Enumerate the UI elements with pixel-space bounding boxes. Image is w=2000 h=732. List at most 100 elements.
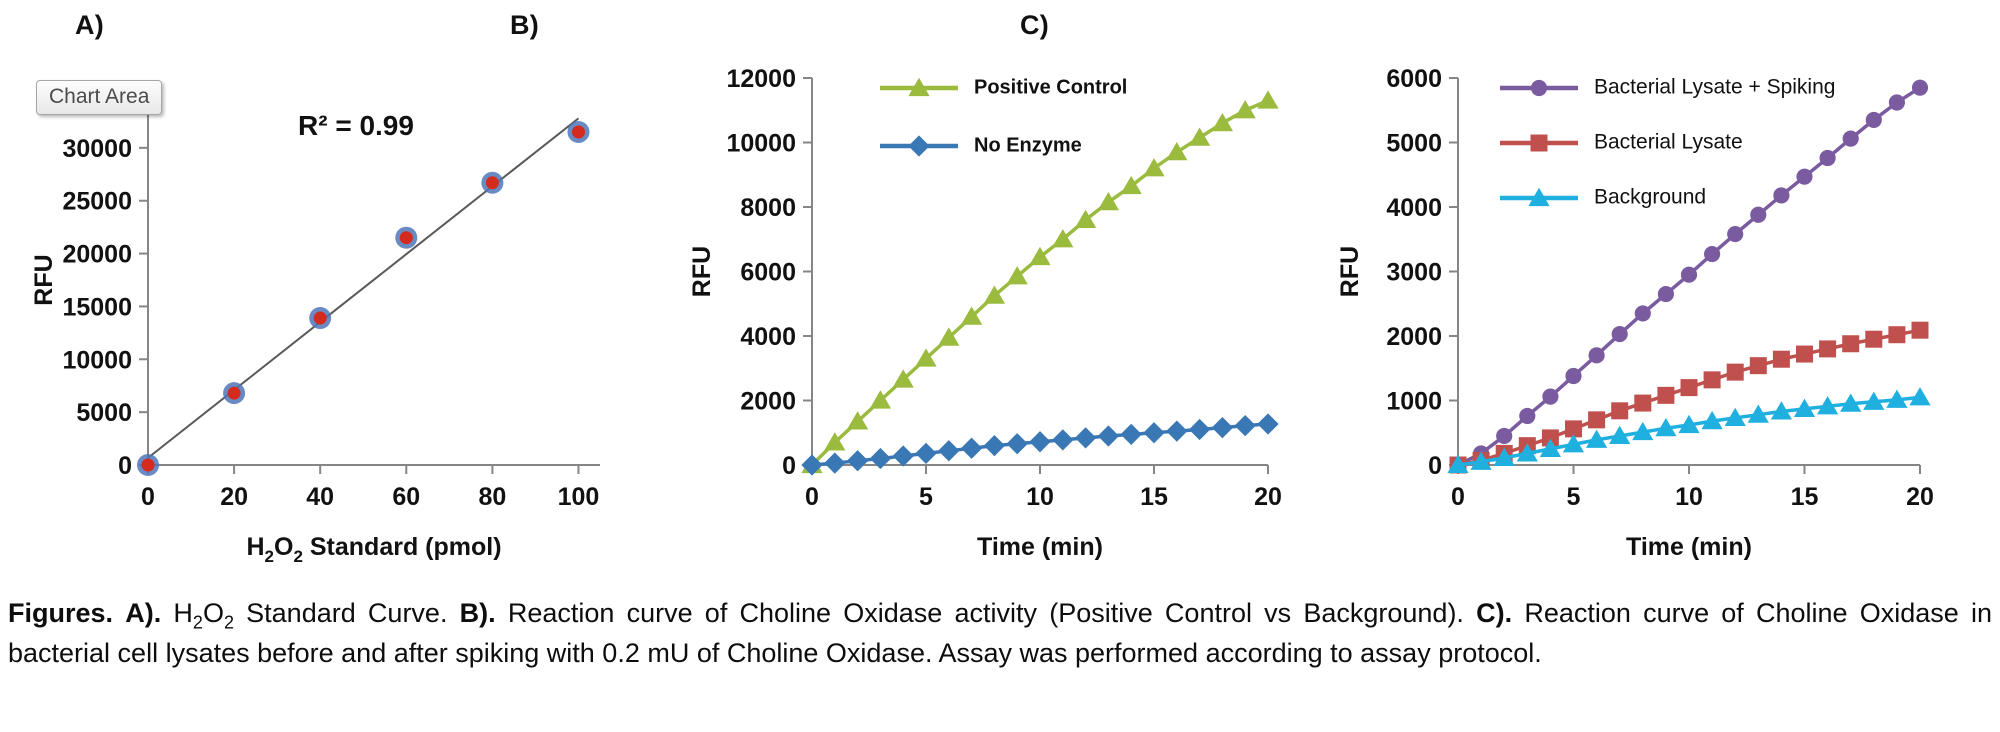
data-point-marker <box>1585 429 1608 448</box>
x-tick-label: 80 <box>478 483 506 511</box>
y-tick-label: 2000 <box>740 388 796 416</box>
data-point-marker <box>846 411 869 430</box>
x-axis-title: Time (min) <box>1626 533 1752 561</box>
data-point-marker <box>1819 149 1836 167</box>
panel-b-label: B) <box>510 10 539 40</box>
x-tick-label: 0 <box>805 483 819 511</box>
data-point-marker <box>1588 411 1606 429</box>
y-tick-label: 25000 <box>62 188 132 216</box>
x-tick-label: 0 <box>1451 483 1465 511</box>
data-point-marker <box>1097 191 1120 211</box>
data-point-marker <box>1888 326 1906 344</box>
data-point-marker <box>1234 100 1256 119</box>
data-point-marker <box>908 77 930 97</box>
y-axis-title: RFU <box>30 254 58 305</box>
data-point-marker <box>1493 447 1515 466</box>
y-tick-label: 30000 <box>62 135 132 163</box>
data-point-marker <box>1006 433 1028 455</box>
caption-c-text: Reaction curve of Choline Oxidase in bac… <box>8 598 1992 669</box>
data-point-marker <box>1750 206 1767 223</box>
panel-a-plot: 0500010000150002000025000300003500002040… <box>30 82 600 566</box>
legend-label: Positive Control <box>974 76 1127 98</box>
chart-panel-b: B) 0 2000 4000 6000 8000 10000 12000 0 5 10 15 20 RF… <box>510 0 1300 590</box>
data-point-marker <box>1657 386 1675 404</box>
x-tick-label: 5 <box>1567 483 1581 511</box>
data-point-marker <box>1726 363 1744 381</box>
x-axis-title: Time (min) <box>977 533 1103 561</box>
y-tick-label: 5000 <box>1386 130 1442 158</box>
data-point-marker <box>1120 175 1142 195</box>
caption-a-tag: A). <box>125 598 162 628</box>
y-axis-title: RFU <box>1336 246 1364 297</box>
caption-b-text: Reaction curve of Choline Oxidase activi… <box>495 598 1477 628</box>
data-point-marker <box>1188 127 1211 146</box>
panel-b-plot: 0 2000 4000 6000 8000 10000 12000 0 5 10 15 20 RFU Ti… <box>688 65 1282 561</box>
y-tick-label: 2000 <box>1386 323 1442 351</box>
x-tick-label: 15 <box>1140 483 1168 511</box>
data-point-marker <box>1886 389 1908 408</box>
data-point-marker <box>1634 394 1652 412</box>
y-tick-label: 3000 <box>1386 259 1442 287</box>
data-point-marker <box>1819 340 1837 358</box>
data-point-marker <box>1911 79 1929 96</box>
data-point-marker <box>1188 418 1211 441</box>
data-point-marker <box>1074 427 1097 449</box>
data-point-marker <box>1097 425 1120 447</box>
data-point-marker <box>1562 434 1585 453</box>
x-tick-label: 100 <box>558 483 600 511</box>
plot-group: 0 1000 2000 3000 4000 5000 6000 0 5 10 15 20 RFU Time… <box>1336 65 1934 561</box>
y-tick-label: 10000 <box>726 130 796 158</box>
data-point-marker <box>1447 454 1469 474</box>
x-tick-label: 40 <box>306 483 334 511</box>
data-point-marker <box>1704 246 1721 263</box>
data-point-marker <box>1840 393 1862 412</box>
y-tick-label: 1000 <box>1386 388 1442 416</box>
caption-a-text: H2O2 Standard Curve. <box>161 598 460 633</box>
y-tick-label: 12000 <box>726 65 796 93</box>
data-point-marker <box>846 450 869 472</box>
y-tick-label: 4000 <box>740 323 796 351</box>
data-point-marker <box>1865 330 1883 348</box>
data-point-marker <box>1611 402 1629 420</box>
y-tick-label: 20000 <box>62 241 132 269</box>
data-point-marker <box>1166 420 1188 442</box>
data-point-marker <box>1029 246 1051 266</box>
data-point-marker <box>1565 367 1582 385</box>
data-point-marker <box>1911 321 1929 339</box>
data-point-marker <box>1541 429 1559 447</box>
data-point-marker <box>313 311 327 325</box>
x-tick-label: 20 <box>220 483 248 511</box>
data-point-marker <box>1528 187 1550 207</box>
data-point-marker <box>1770 401 1793 420</box>
data-point-marker <box>915 348 937 367</box>
y-tick-label: 0 <box>1428 452 1442 480</box>
data-point-marker <box>1211 112 1234 132</box>
caption-lead: Figures. <box>8 598 114 628</box>
data-point-marker <box>485 176 499 190</box>
legend-label: Background <box>1594 186 1706 209</box>
data-point-marker <box>1842 130 1859 147</box>
y-tick-label: 8000 <box>740 194 796 222</box>
data-point-marker <box>1257 413 1279 435</box>
data-point-marker <box>1519 407 1536 425</box>
x-tick-label: 15 <box>1791 483 1819 511</box>
x-tick-label: 10 <box>1675 483 1703 511</box>
chart-panel-c: C) 0 1000 2000 3000 4000 5000 6000 0 5 10 15 20 RFU T… <box>1020 0 2000 590</box>
data-point-marker <box>960 306 983 325</box>
data-point-marker <box>1542 388 1559 405</box>
data-point-marker <box>141 458 155 472</box>
y-tick-label: 6000 <box>1386 65 1442 93</box>
y-tick-label: 0 <box>782 452 796 480</box>
legend-item: No Enzyme <box>880 134 1082 157</box>
data-point-marker <box>1724 407 1746 426</box>
data-point-marker <box>1747 404 1769 423</box>
data-point-marker <box>1703 371 1721 389</box>
data-point-marker <box>1865 111 1882 128</box>
r-squared-annotation: R² = 0.99 <box>298 110 414 141</box>
data-point-marker <box>1166 141 1188 161</box>
x-tick-label: 0 <box>141 483 155 511</box>
data-point-marker <box>1052 429 1074 451</box>
data-point-marker <box>1074 209 1097 228</box>
x-tick-label: 5 <box>919 483 933 511</box>
